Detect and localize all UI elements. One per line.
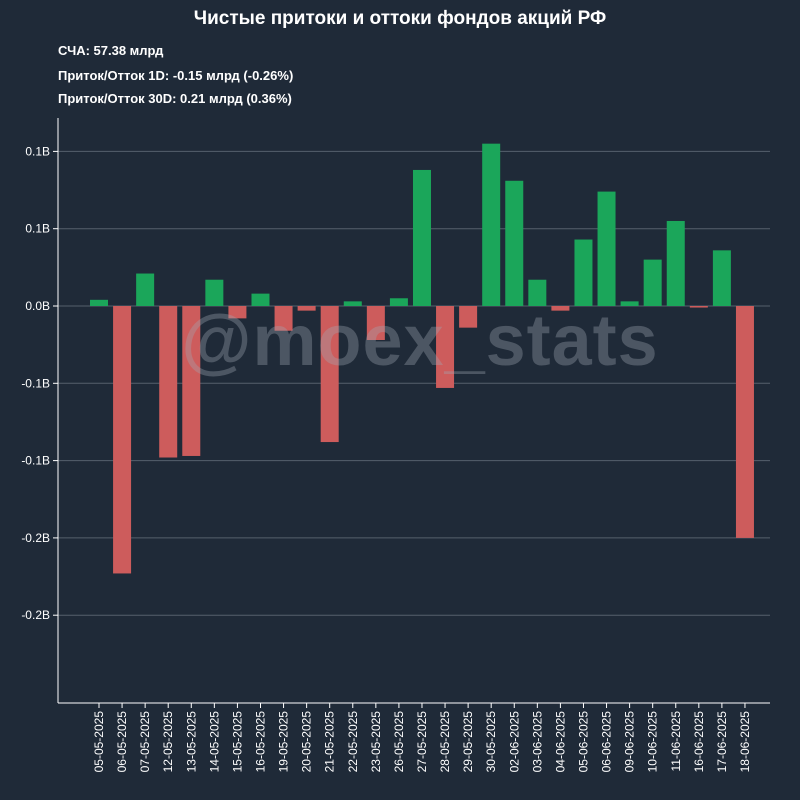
bar xyxy=(366,306,385,341)
bar xyxy=(436,306,455,388)
bar xyxy=(182,306,201,456)
bar xyxy=(113,306,132,574)
x-tick-label: 07-05-2025 xyxy=(138,711,152,773)
x-tick-label: 26-05-2025 xyxy=(392,711,406,773)
bar xyxy=(712,250,731,306)
x-tick-label: 29-05-2025 xyxy=(461,711,475,773)
bar xyxy=(505,180,524,306)
x-tick-label: 23-05-2025 xyxy=(369,711,383,773)
x-tick-label: 11-06-2025 xyxy=(669,711,683,772)
x-tick-label: 22-05-2025 xyxy=(346,711,360,773)
y-tick-label: -0.1B xyxy=(21,376,50,390)
x-tick-label: 13-05-2025 xyxy=(184,711,198,773)
bar xyxy=(389,298,408,306)
bar xyxy=(735,306,754,538)
y-tick-label: -0.2B xyxy=(21,531,50,545)
bar xyxy=(551,306,570,311)
y-tick-label: 0.1B xyxy=(25,222,50,236)
x-tick-label: 28-05-2025 xyxy=(438,711,452,773)
bar xyxy=(482,143,501,306)
bar xyxy=(205,279,224,306)
x-tick-label: 02-06-2025 xyxy=(507,711,521,773)
x-tick-label: 15-05-2025 xyxy=(230,711,244,773)
bar xyxy=(412,169,431,306)
bar xyxy=(320,306,339,443)
x-tick-label: 05-06-2025 xyxy=(576,711,590,773)
flow-30d-info: Приток/Отток 30D: 0.21 млрд (0.36%) xyxy=(58,91,292,106)
y-tick-label: 0.0B xyxy=(25,299,50,313)
x-tick-label: 19-05-2025 xyxy=(277,711,291,773)
x-tick-label: 17-06-2025 xyxy=(715,711,729,773)
bar xyxy=(597,191,616,306)
bar xyxy=(666,220,685,306)
bar xyxy=(297,306,316,311)
nav-info: СЧА: 57.38 млрд xyxy=(58,43,164,58)
bar xyxy=(343,301,362,306)
x-tick-label: 09-06-2025 xyxy=(623,711,637,773)
bar xyxy=(274,306,293,331)
bar xyxy=(159,306,178,458)
x-tick-label: 14-05-2025 xyxy=(207,711,221,773)
x-tick-label: 18-06-2025 xyxy=(738,711,752,773)
x-tick-label: 06-06-2025 xyxy=(600,711,614,773)
x-tick-label: 16-05-2025 xyxy=(253,711,267,773)
x-tick-label: 05-05-2025 xyxy=(92,711,106,773)
bar xyxy=(689,306,708,308)
x-tick-label: 03-06-2025 xyxy=(530,711,544,773)
x-tick-label: 21-05-2025 xyxy=(323,711,337,773)
bar xyxy=(251,293,270,306)
chart-title: Чистые притоки и оттоки фондов акций РФ xyxy=(193,8,607,29)
bar xyxy=(136,273,155,306)
x-tick-label: 20-05-2025 xyxy=(300,711,314,773)
bar xyxy=(90,299,108,306)
bar xyxy=(228,306,247,319)
bar xyxy=(459,306,478,328)
bar xyxy=(620,301,639,306)
flow-1d-info: Приток/Отток 1D: -0.15 млрд (-0.26%) xyxy=(58,68,294,83)
x-tick-label: 10-06-2025 xyxy=(646,711,660,773)
bar xyxy=(574,239,593,306)
x-tick-label: 16-06-2025 xyxy=(692,711,706,773)
x-tick-label: 12-05-2025 xyxy=(161,711,175,773)
bar xyxy=(643,259,662,306)
x-tick-label: 06-05-2025 xyxy=(115,711,129,773)
x-tick-label: 27-05-2025 xyxy=(415,711,429,773)
y-tick-label: -0.2B xyxy=(21,608,50,622)
x-tick-label: 04-06-2025 xyxy=(553,711,567,773)
x-tick-label: 30-05-2025 xyxy=(484,711,498,773)
y-tick-label: 0.1B xyxy=(25,144,50,158)
y-tick-label: -0.1B xyxy=(21,454,50,468)
bar xyxy=(528,279,547,306)
